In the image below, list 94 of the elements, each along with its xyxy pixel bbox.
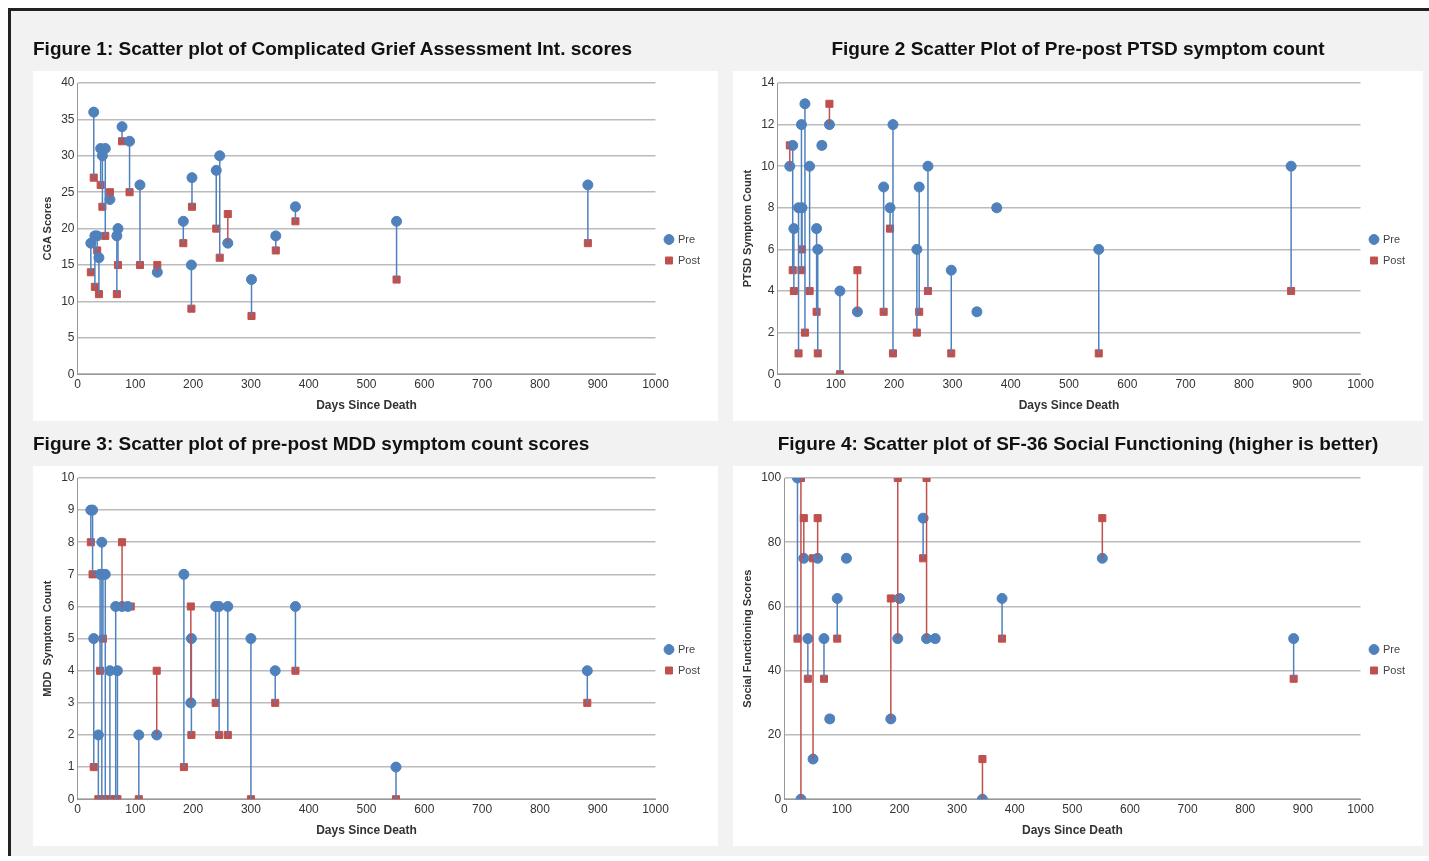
y-tick-label: 0 <box>767 366 775 381</box>
x-axis-title: Days Since Death <box>1022 823 1123 838</box>
x-tick-label: 800 <box>529 801 551 816</box>
chart-title: Figure 1: Scatter plot of Complicated Grief Assessment Int. scores <box>33 37 633 61</box>
legend-label: Pre <box>1382 232 1401 245</box>
legend-label: Pre <box>677 642 696 655</box>
x-tick-label: 200 <box>183 376 204 391</box>
x-tick-label: 400 <box>1004 801 1026 816</box>
x-tick-label: 400 <box>298 801 320 816</box>
y-tick-label: 7 <box>67 566 75 581</box>
x-tick-label: 600 <box>414 801 435 816</box>
x-axis-title: Days Since Death <box>316 823 417 838</box>
x-tick-label: 800 <box>1235 801 1256 816</box>
y-tick-label: 10 <box>61 470 75 485</box>
y-tick-label: 10 <box>61 293 75 308</box>
x-tick-label: 900 <box>1292 376 1313 391</box>
y-axis-title: CGA Scores <box>40 196 53 261</box>
x-axis-title: Days Since Death <box>1018 398 1120 413</box>
x-tick-label: 600 <box>1117 376 1138 391</box>
legend-label: Post <box>1382 663 1405 676</box>
y-tick-label: 10 <box>761 158 775 173</box>
y-tick-label: 25 <box>61 184 75 199</box>
chart-title: Figure 2 Scatter Plot of Pre-post PTSD symptom count <box>830 37 1326 61</box>
x-tick-label: 600 <box>1119 801 1141 816</box>
y-tick-label: 100 <box>761 470 782 485</box>
y-tick-label: 8 <box>767 200 775 215</box>
x-tick-label: 400 <box>298 376 320 391</box>
x-tick-label: 900 <box>587 801 609 816</box>
chart-title: Figure 4: Scatter plot of SF-36 Social Functioning (higher is better) <box>776 432 1380 456</box>
y-tick-label: 14 <box>761 75 775 90</box>
x-tick-label: 100 <box>831 801 853 816</box>
x-tick-label: 500 <box>1059 376 1080 391</box>
y-axis-title: PTSD Symptom Count <box>740 169 753 288</box>
chart-title: Figure 3: Scatter plot of pre-post MDD symptom count scores <box>33 432 591 456</box>
y-axis-title: MDD Symptom Count <box>40 580 53 697</box>
x-tick-label: 100 <box>825 376 847 391</box>
y-tick-label: 1 <box>67 759 75 774</box>
x-tick-label: 100 <box>125 801 146 816</box>
y-tick-label: 35 <box>61 111 75 126</box>
x-tick-label: 1000 <box>642 376 670 391</box>
y-tick-label: 20 <box>767 727 782 742</box>
y-tick-label: 6 <box>67 598 75 613</box>
y-tick-label: 5 <box>67 630 75 645</box>
y-tick-label: 2 <box>67 727 75 742</box>
y-tick-label: 0 <box>67 791 75 806</box>
y-tick-label: 4 <box>767 283 775 298</box>
y-tick-label: 0 <box>774 791 782 806</box>
x-tick-label: 700 <box>1175 376 1196 391</box>
legend-label: Post <box>1382 253 1405 266</box>
x-tick-label: 800 <box>1233 376 1255 391</box>
x-tick-label: 300 <box>947 801 968 816</box>
legend-label: Post <box>677 253 700 266</box>
legend-label: Pre <box>677 232 696 245</box>
y-tick-label: 30 <box>61 148 75 163</box>
x-tick-label: 300 <box>240 801 262 816</box>
y-tick-label: 40 <box>767 663 782 678</box>
y-tick-label: 9 <box>67 502 75 517</box>
x-tick-label: 1000 <box>1347 801 1375 816</box>
x-tick-label: 100 <box>125 376 146 391</box>
x-tick-label: 200 <box>183 801 204 816</box>
x-tick-label: 900 <box>587 376 609 391</box>
x-tick-label: 1000 <box>1347 376 1375 391</box>
y-tick-label: 20 <box>61 220 75 235</box>
x-tick-label: 600 <box>414 376 435 391</box>
x-axis-title: Days Since Death <box>316 398 417 413</box>
legend-label: Post <box>677 663 700 676</box>
y-tick-label: 15 <box>61 257 75 272</box>
y-tick-label: 8 <box>67 534 75 549</box>
y-tick-label: 5 <box>67 330 75 345</box>
y-axis-title: Social Functioning Scores <box>740 569 753 708</box>
x-tick-label: 500 <box>356 376 377 391</box>
x-tick-label: 300 <box>240 376 262 391</box>
x-tick-label: 200 <box>889 801 910 816</box>
x-tick-label: 400 <box>1000 376 1022 391</box>
x-tick-label: 200 <box>884 376 905 391</box>
y-tick-label: 6 <box>767 241 775 256</box>
y-tick-label: 4 <box>67 663 75 678</box>
y-tick-label: 2 <box>767 324 775 339</box>
x-tick-label: 700 <box>472 801 493 816</box>
y-tick-label: 3 <box>67 695 75 710</box>
x-tick-label: 700 <box>1177 801 1198 816</box>
x-tick-label: 500 <box>356 801 377 816</box>
x-tick-label: 500 <box>1062 801 1083 816</box>
x-tick-label: 800 <box>529 376 551 391</box>
y-tick-label: 0 <box>67 366 75 381</box>
x-tick-label: 1000 <box>642 801 670 816</box>
x-tick-label: 900 <box>1292 801 1314 816</box>
legend-label: Pre <box>1382 642 1401 655</box>
y-tick-label: 60 <box>767 598 782 613</box>
y-tick-label: 80 <box>767 534 782 549</box>
y-tick-label: 40 <box>61 75 75 90</box>
y-tick-label: 12 <box>761 116 775 131</box>
x-tick-label: 700 <box>472 376 493 391</box>
x-tick-label: 300 <box>942 376 963 391</box>
